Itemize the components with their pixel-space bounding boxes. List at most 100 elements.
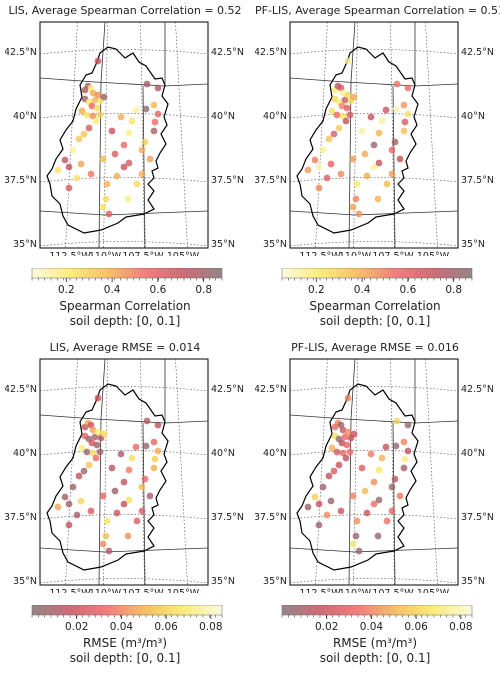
lon-tick-label: 107.5°W: [372, 588, 414, 593]
station-marker: [339, 112, 347, 120]
station-marker: [65, 184, 73, 192]
station-marker: [404, 110, 412, 118]
lon-gridline: [425, 358, 438, 586]
lon-gridline: [390, 358, 395, 586]
state-border: [348, 21, 356, 249]
station-marker: [94, 394, 102, 402]
gridlines: [289, 21, 459, 249]
station-marker: [138, 483, 146, 491]
gridlines: [289, 358, 459, 586]
lat-tick-label-right: 35°N: [461, 576, 485, 587]
station-marker: [328, 444, 336, 452]
lat-gridline: [289, 514, 459, 520]
station-marker: [138, 507, 146, 515]
station-marker: [83, 111, 91, 119]
lon-gridline: [65, 358, 78, 586]
lon-gridline: [103, 358, 108, 586]
colorbar-label: RMSE (m³/m³): [82, 636, 168, 650]
station-marker: [344, 428, 352, 436]
station-marker: [89, 449, 97, 457]
station-marker: [400, 101, 408, 109]
panel-title: LIS, Average RMSE = 0.014: [49, 341, 201, 354]
station-marker: [375, 159, 383, 167]
station-marker: [120, 478, 128, 486]
station-marker: [374, 532, 382, 540]
lat-gridline: [39, 177, 209, 183]
station-marker: [150, 438, 158, 446]
lat-tick-label-right: 37.5°N: [461, 175, 494, 186]
station-marker: [388, 483, 396, 491]
colorbar: 0.02 0.04 0.06 0.08: [31, 605, 223, 633]
lat-tick-label-left: 37.5°N: [5, 175, 37, 186]
station-marker: [341, 433, 349, 441]
panel-title: LIS, Average Spearman Correlation = 0.52: [8, 4, 242, 17]
state-border: [392, 85, 396, 249]
station-marker: [382, 106, 390, 114]
station-marker: [65, 500, 73, 508]
station-marker: [99, 492, 107, 500]
station-marker: [83, 448, 91, 456]
station-marker: [54, 503, 62, 511]
lat-tick-label-right: 35°N: [211, 239, 235, 250]
station-marker: [125, 159, 133, 167]
station-marker: [358, 464, 366, 472]
lon-gridline: [315, 358, 328, 586]
station-marker: [108, 127, 116, 135]
station-marker: [96, 111, 104, 119]
lat-tick-label-left: 40°N: [13, 111, 37, 122]
soil-depth-label: soil depth: [0, 0.1]: [69, 651, 181, 665]
lat-tick-label-right: 35°N: [461, 239, 485, 250]
station-marker: [94, 428, 102, 436]
lat-tick-label-right: 40°N: [211, 448, 235, 459]
station-marker: [404, 84, 412, 92]
basin-outline: [296, 46, 419, 234]
station-marker: [327, 497, 335, 505]
lat-gridline: [289, 450, 459, 456]
station-marker: [367, 113, 375, 121]
station-marker: [61, 493, 69, 501]
station-marker: [355, 547, 363, 555]
lat-tick-label-left: 37.5°N: [5, 512, 37, 523]
station-marker: [330, 130, 338, 138]
station-marker: [120, 163, 128, 171]
lon-tick-label: 112.5°W: [49, 588, 91, 593]
station-marker: [78, 444, 86, 452]
station-marker: [325, 472, 333, 480]
map-frame: [289, 358, 459, 586]
station-marker: [154, 447, 162, 455]
lat-tick-label-right: 37.5°N: [211, 175, 244, 186]
soil-depth-label: soil depth: [0, 0.1]: [319, 651, 431, 665]
station-marker: [344, 57, 352, 65]
lon-gridline: [140, 21, 145, 249]
station-marker: [344, 394, 352, 402]
station-marker: [141, 138, 149, 146]
station-marker: [315, 521, 323, 529]
lon-tick-label: 110°W: [339, 251, 372, 256]
lon-gridline: [140, 358, 145, 586]
state-border: [98, 358, 106, 586]
lat-gridline: [289, 49, 459, 55]
station-marker: [361, 150, 369, 158]
lat-tick-label-left: 42.5°N: [255, 384, 287, 395]
lon-gridline: [103, 21, 108, 249]
colorbar-tick-label: 0.06: [154, 621, 178, 633]
basin-outline: [46, 383, 169, 571]
station-marker: [150, 464, 158, 472]
station-marker: [89, 112, 97, 120]
state-border: [98, 21, 106, 249]
station-marker: [370, 478, 378, 486]
station-marker: [396, 492, 404, 500]
station-marker: [73, 511, 81, 519]
station-marker: [133, 517, 141, 525]
colorbar-gradient: [31, 268, 223, 279]
colorbar-gradient: [281, 605, 473, 616]
station-marker: [105, 210, 113, 218]
station-marker: [91, 96, 99, 104]
lon-gridline: [353, 358, 358, 586]
station-marker: [323, 174, 331, 182]
lon-tick-label: 112.5°W: [49, 251, 91, 256]
station-marker: [383, 517, 391, 525]
colorbar-tick-label: 0.04: [360, 621, 384, 633]
colorbar-tick-label: 0.8: [445, 284, 462, 296]
station-marker: [323, 511, 331, 519]
